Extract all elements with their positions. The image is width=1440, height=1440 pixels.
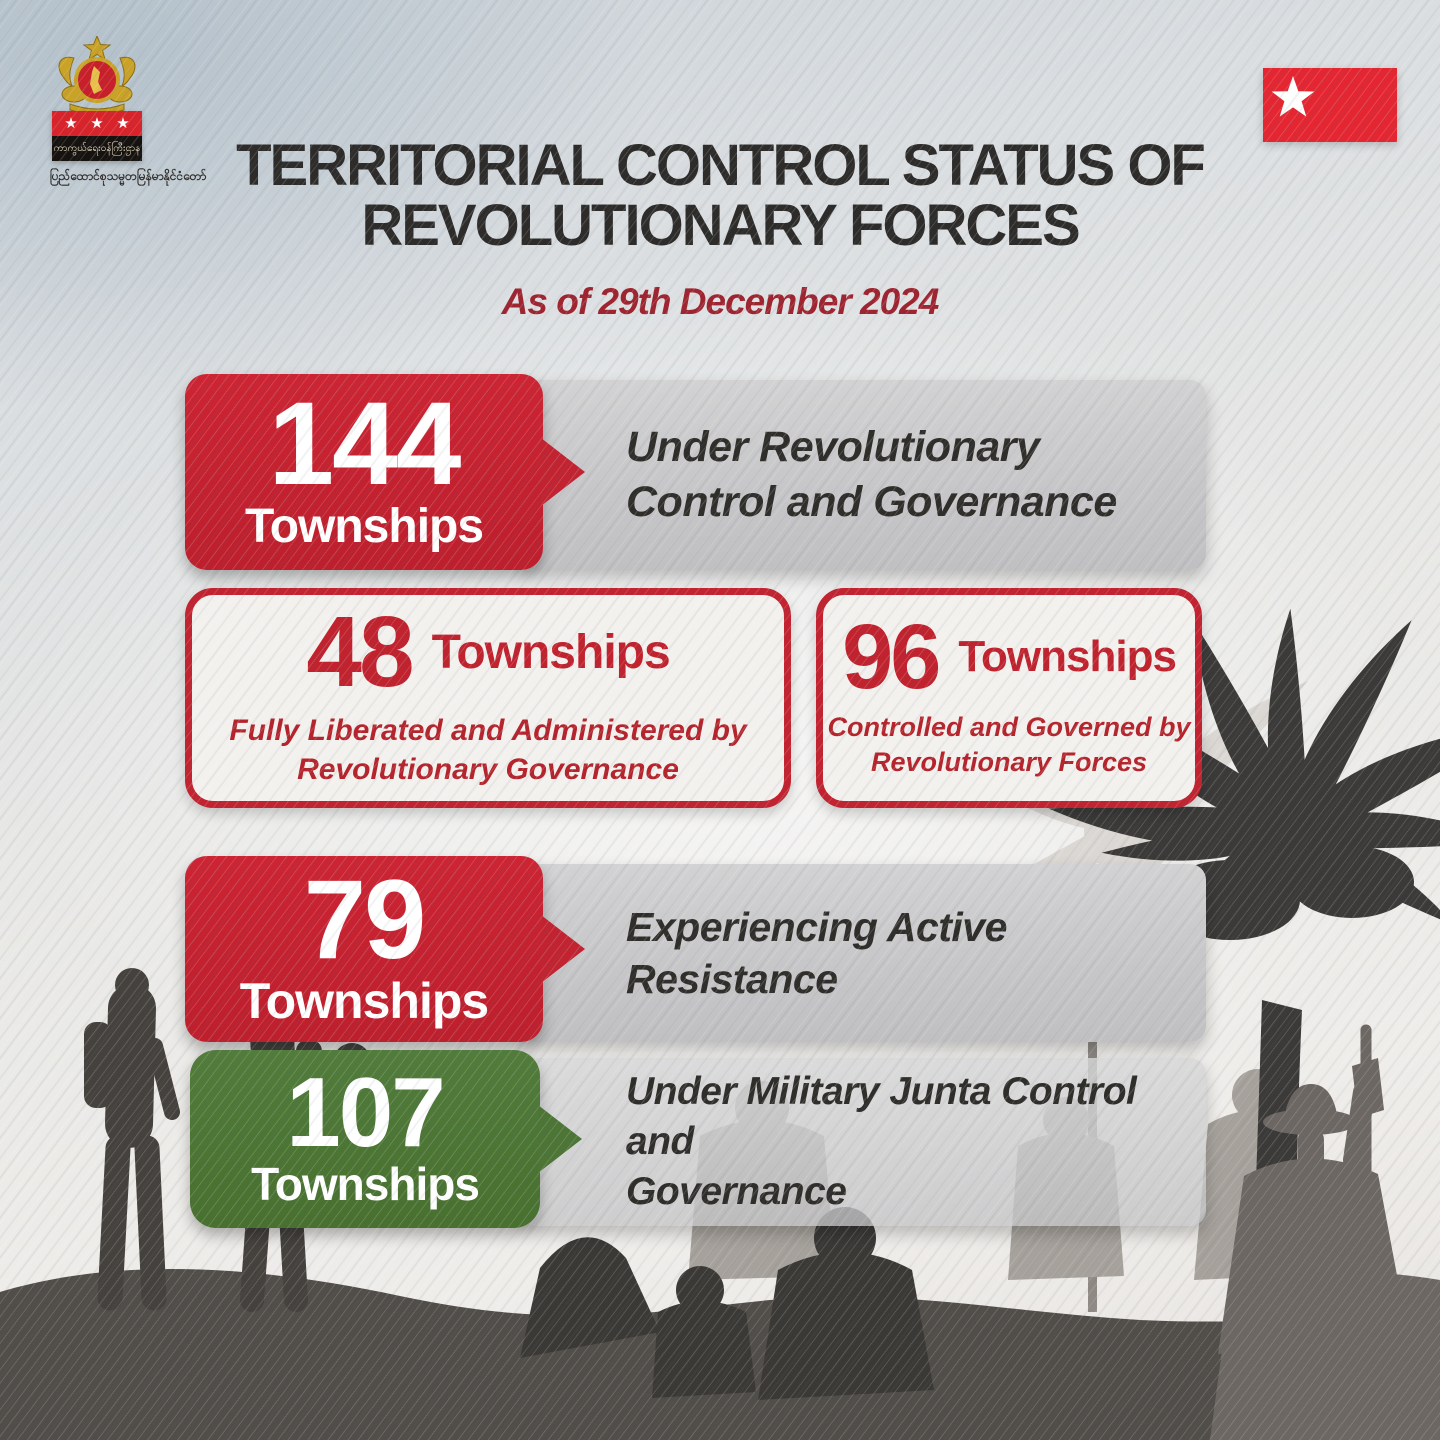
label-line: Control and Governance xyxy=(626,478,1117,526)
township-unit: Townships xyxy=(251,1158,480,1211)
label-line: Under Revolutionary xyxy=(626,422,1040,471)
ministry-banner: ★ ★ ★ ကာကွယ်ရေးဝန်ကြီးဌာန xyxy=(52,111,142,161)
controlled-townships-card: 96 Townships Controlled and Governed by … xyxy=(816,588,1202,808)
township-unit: Townships xyxy=(958,631,1177,681)
township-unit: Townships xyxy=(431,625,671,679)
revolutionary-control-label: Under Revolutionary Control and Governan… xyxy=(626,420,1117,530)
caption-line: Fully Liberated and Administered by xyxy=(229,714,747,747)
count-row: 96 Townships xyxy=(842,605,1177,708)
township-unit: Townships xyxy=(239,972,489,1029)
star-icon: ★ xyxy=(90,115,104,132)
active-resistance-label: Experiencing Active Resistance xyxy=(626,903,1007,1002)
label-line: Governance xyxy=(626,1169,847,1213)
crest-icon xyxy=(58,36,136,112)
caption-line: Revolutionary Forces xyxy=(870,747,1148,778)
caption-line: Controlled and Governed by xyxy=(827,712,1191,743)
red-star-flag xyxy=(1263,68,1397,142)
township-count: 79 xyxy=(303,857,427,983)
badge-107-townships: 107 Townships xyxy=(190,1050,540,1228)
title-line-1: TERRITORIAL CONTROL STATUS OF xyxy=(236,133,1206,198)
white-star-icon xyxy=(1271,76,1315,117)
ministry-banner-text: ကာကွယ်ရေးဝန်ကြီးဌာန xyxy=(52,136,142,161)
township-count: 48 xyxy=(306,596,414,708)
count-row: 48 Townships xyxy=(306,596,671,708)
title-line-2: REVOLUTIONARY FORCES xyxy=(361,193,1080,259)
badge-144-townships: 144 Townships xyxy=(185,374,543,570)
badge-79-townships: 79 Townships xyxy=(185,856,543,1042)
caption-line: Revolutionary Governance xyxy=(297,753,679,786)
active-resistance-panel: Experiencing Active Resistance xyxy=(520,864,1206,1042)
junta-control-label: Under Military Junta Control and Governa… xyxy=(626,1067,1206,1217)
liberated-townships-card: 48 Townships Fully Liberated and Adminis… xyxy=(185,588,791,808)
star-icon: ★ xyxy=(116,115,130,132)
date-subtitle: As of 29th December 2024 xyxy=(501,281,940,322)
township-count: 144 xyxy=(268,378,462,511)
township-unit: Townships xyxy=(244,499,484,553)
star-icon: ★ xyxy=(64,115,78,132)
liberated-caption: Fully Liberated and Administered by Revo… xyxy=(229,711,746,789)
township-count: 107 xyxy=(286,1056,446,1167)
junta-control-panel: Under Military Junta Control and Governa… xyxy=(520,1058,1206,1226)
revolutionary-control-panel: Under Revolutionary Control and Governan… xyxy=(520,380,1206,570)
state-caption-text: ပြည်ထောင်စုသမ္မတမြန်မာနိုင်ငံတော် xyxy=(49,169,207,183)
banner-stars: ★ ★ ★ xyxy=(52,111,142,136)
township-count: 96 xyxy=(842,605,941,708)
controlled-caption: Controlled and Governed by Revolutionary… xyxy=(827,710,1190,780)
page-title: TERRITORIAL CONTROL STATUS OF REVOLUTION… xyxy=(0,133,1440,259)
label-line: Under Military Junta Control and xyxy=(626,1070,1137,1164)
